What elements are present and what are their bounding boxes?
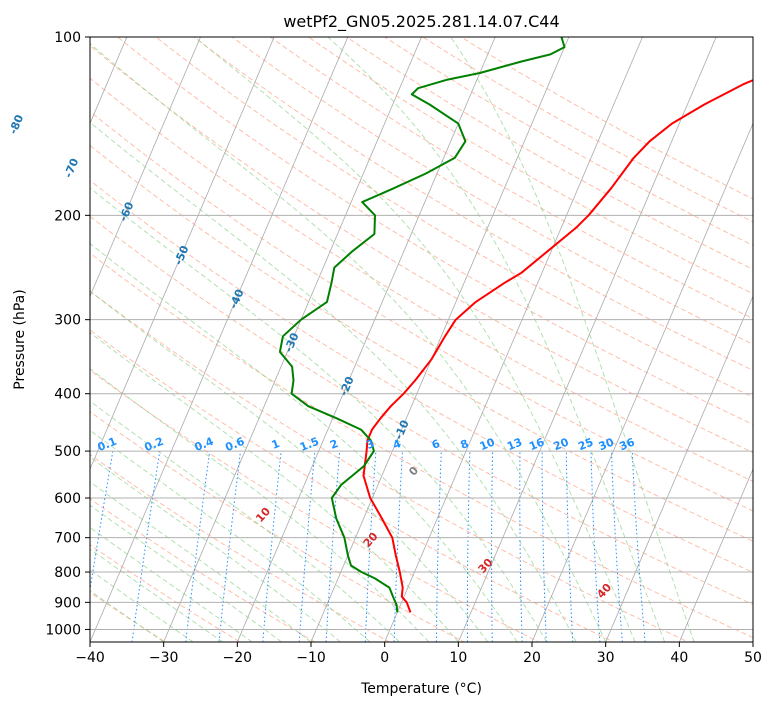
y-tick-label: 300 (54, 313, 81, 329)
x-tick-label: −20 (223, 650, 253, 666)
x-tick-label: 50 (744, 650, 762, 666)
y-axis-label: Pressure (hPa) (12, 289, 28, 389)
x-tick-label: −30 (149, 650, 179, 666)
x-tick-label: 40 (670, 650, 688, 666)
x-tick-label: 10 (449, 650, 467, 666)
y-tick-label: 100 (54, 30, 81, 46)
x-tick-label: 20 (523, 650, 541, 666)
x-tick-label: 30 (597, 650, 615, 666)
x-tick-label: 0 (380, 650, 389, 666)
x-axis-label: Temperature (°C) (360, 681, 482, 697)
y-tick-label: 600 (54, 491, 81, 507)
y-tick-label: 200 (54, 208, 81, 224)
chart-title: wetPf2_GN05.2025.281.14.07.C44 (283, 12, 559, 32)
y-tick-label: 900 (54, 595, 81, 611)
y-tick-label: 700 (54, 531, 81, 547)
y-tick-label: 400 (54, 387, 81, 403)
y-tick-label: 500 (54, 444, 81, 460)
x-tick-label: −10 (296, 650, 326, 666)
x-tick-label: −40 (75, 650, 105, 666)
y-tick-label: 1000 (45, 622, 81, 638)
y-tick-label: 800 (54, 565, 81, 581)
